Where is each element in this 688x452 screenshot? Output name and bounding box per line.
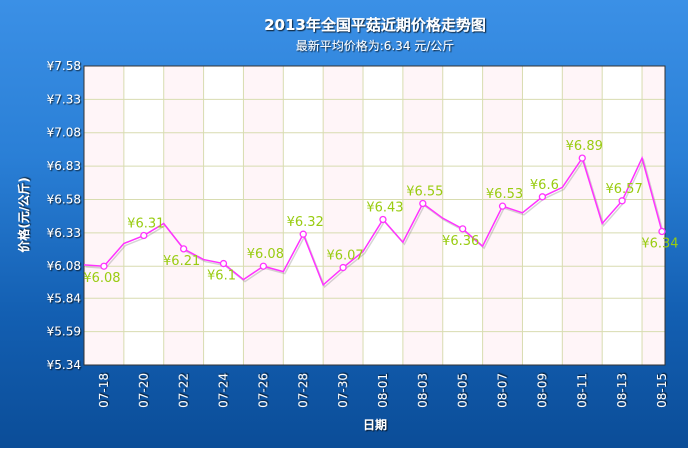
x-tick-label: 08-07	[496, 373, 510, 408]
x-tick-label: 07-18	[97, 373, 111, 408]
data-label: ¥6.57	[606, 182, 643, 197]
data-label: ¥6.6	[530, 178, 559, 193]
data-label: ¥6.21	[163, 254, 200, 269]
y-axis-title: 价格(元/公斤)	[16, 177, 31, 252]
x-tick-label: 07-24	[217, 373, 231, 408]
y-tick-label: ¥6.08	[47, 259, 81, 273]
x-tick-label: 07-22	[177, 373, 191, 408]
plot-border	[83, 65, 666, 366]
data-point-marker	[419, 199, 427, 208]
data-label: ¥6.08	[247, 247, 284, 262]
data-label: ¥6.31	[127, 217, 164, 232]
data-label: ¥6.34	[641, 237, 678, 252]
y-tick-label: ¥7.33	[47, 92, 81, 106]
data-label: ¥6.1	[207, 269, 236, 284]
data-label: ¥6.89	[566, 139, 603, 154]
data-point-marker	[299, 230, 307, 238]
data-point-marker	[498, 202, 507, 210]
y-tick-label: ¥7.58	[47, 59, 81, 73]
chart-subtitle: 最新平均价格为:6.34 元/公斤	[296, 38, 455, 53]
data-label: ¥6.43	[366, 201, 403, 216]
data-point-marker	[658, 227, 666, 236]
data-label: ¥6.36	[442, 234, 479, 249]
plot-band	[243, 66, 284, 365]
plot-band	[163, 66, 204, 365]
y-tick-label: ¥5.59	[47, 325, 81, 339]
data-point-marker	[219, 259, 228, 268]
data-point-marker	[618, 197, 626, 205]
y-tick-label: ¥7.08	[47, 126, 81, 140]
data-point-marker	[179, 245, 188, 253]
x-tick-label: 08-05	[456, 373, 470, 408]
x-tick-label: 07-20	[137, 373, 151, 408]
chart-title: 2013年全国平菇近期价格走势图	[264, 16, 486, 34]
x-tick-label: 07-26	[256, 373, 270, 408]
data-point-marker	[339, 263, 347, 272]
x-tick-label: 07-30	[336, 373, 350, 408]
plot-band	[402, 66, 443, 365]
x-tick-label: 08-15	[655, 373, 669, 408]
x-axis-title: 日期	[363, 417, 387, 432]
x-tick-label: 07-28	[296, 373, 310, 408]
y-tick-label: ¥5.34	[47, 358, 81, 372]
data-point-marker	[578, 154, 586, 162]
data-label: ¥6.08	[83, 271, 120, 286]
plot-band	[562, 66, 603, 365]
x-tick-label: 08-11	[575, 373, 589, 408]
data-point-marker	[379, 215, 387, 224]
data-label: ¥6.53	[486, 187, 523, 202]
y-tick-label: ¥6.33	[47, 226, 81, 240]
plot-band	[642, 66, 665, 365]
data-label: ¥6.55	[406, 184, 443, 199]
y-tick-label: ¥6.83	[47, 159, 81, 173]
x-tick-label: 08-09	[535, 373, 549, 408]
data-label: ¥6.32	[287, 215, 324, 230]
x-tick-label: 08-01	[376, 373, 390, 408]
data-label: ¥6.07	[326, 249, 363, 264]
data-point-marker	[140, 231, 148, 240]
y-tick-label: ¥5.84	[47, 291, 81, 305]
series-line	[83, 155, 663, 287]
data-point-marker	[538, 193, 547, 201]
x-tick-label: 08-13	[615, 373, 629, 408]
plot-band	[482, 66, 523, 365]
plot-band	[84, 66, 124, 365]
data-point-marker	[259, 262, 268, 270]
x-tick-label: 08-03	[416, 373, 430, 408]
y-tick-label: ¥6.58	[47, 192, 81, 206]
plot-band	[323, 66, 364, 365]
data-point-marker	[459, 225, 467, 233]
data-point-marker	[100, 262, 108, 270]
